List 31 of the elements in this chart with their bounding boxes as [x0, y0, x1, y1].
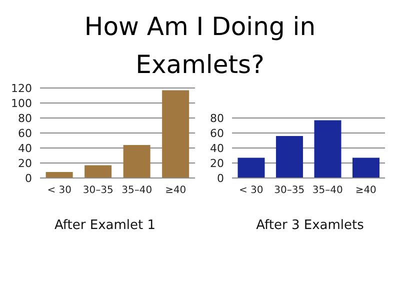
- bar: [314, 120, 342, 178]
- bar: [84, 165, 112, 178]
- x-axis-title: After Examlet 1: [54, 218, 156, 233]
- bar: [352, 158, 380, 178]
- x-tick-label: 30–35: [274, 185, 305, 196]
- y-tick-label: 0: [217, 172, 224, 185]
- y-tick-label: 80: [210, 112, 224, 125]
- y-tick-label: 100: [11, 96, 32, 110]
- x-tick-label: 35–40: [312, 185, 343, 196]
- y-tick-label: 40: [18, 142, 32, 155]
- y-tick-label: 20: [18, 156, 32, 170]
- x-tick-label: 30–35: [82, 185, 114, 196]
- bar: [123, 145, 150, 178]
- y-tick-label: 120: [11, 82, 32, 95]
- x-tick-label: < 30: [47, 185, 72, 196]
- x-axis-title: After 3 Examlets: [255, 218, 365, 233]
- x-tick-label: < 30: [238, 185, 264, 196]
- bar: [46, 172, 73, 178]
- bar: [238, 158, 265, 178]
- x-tick-label: ≥40: [355, 185, 376, 196]
- x-tick-label: ≥40: [165, 185, 186, 196]
- bar: [276, 136, 303, 178]
- y-tick-label: 20: [210, 156, 224, 170]
- chart-title: How Am I Doing in Examlets?: [83, 11, 317, 81]
- y-tick-label: 40: [210, 142, 224, 155]
- x-tick-label: 35–40: [122, 185, 152, 196]
- y-tick-label: 60: [210, 126, 224, 140]
- y-tick-label: 80: [18, 112, 32, 125]
- y-tick-label: 0: [25, 172, 32, 185]
- bar: [162, 90, 190, 178]
- y-tick-label: 60: [18, 126, 32, 140]
